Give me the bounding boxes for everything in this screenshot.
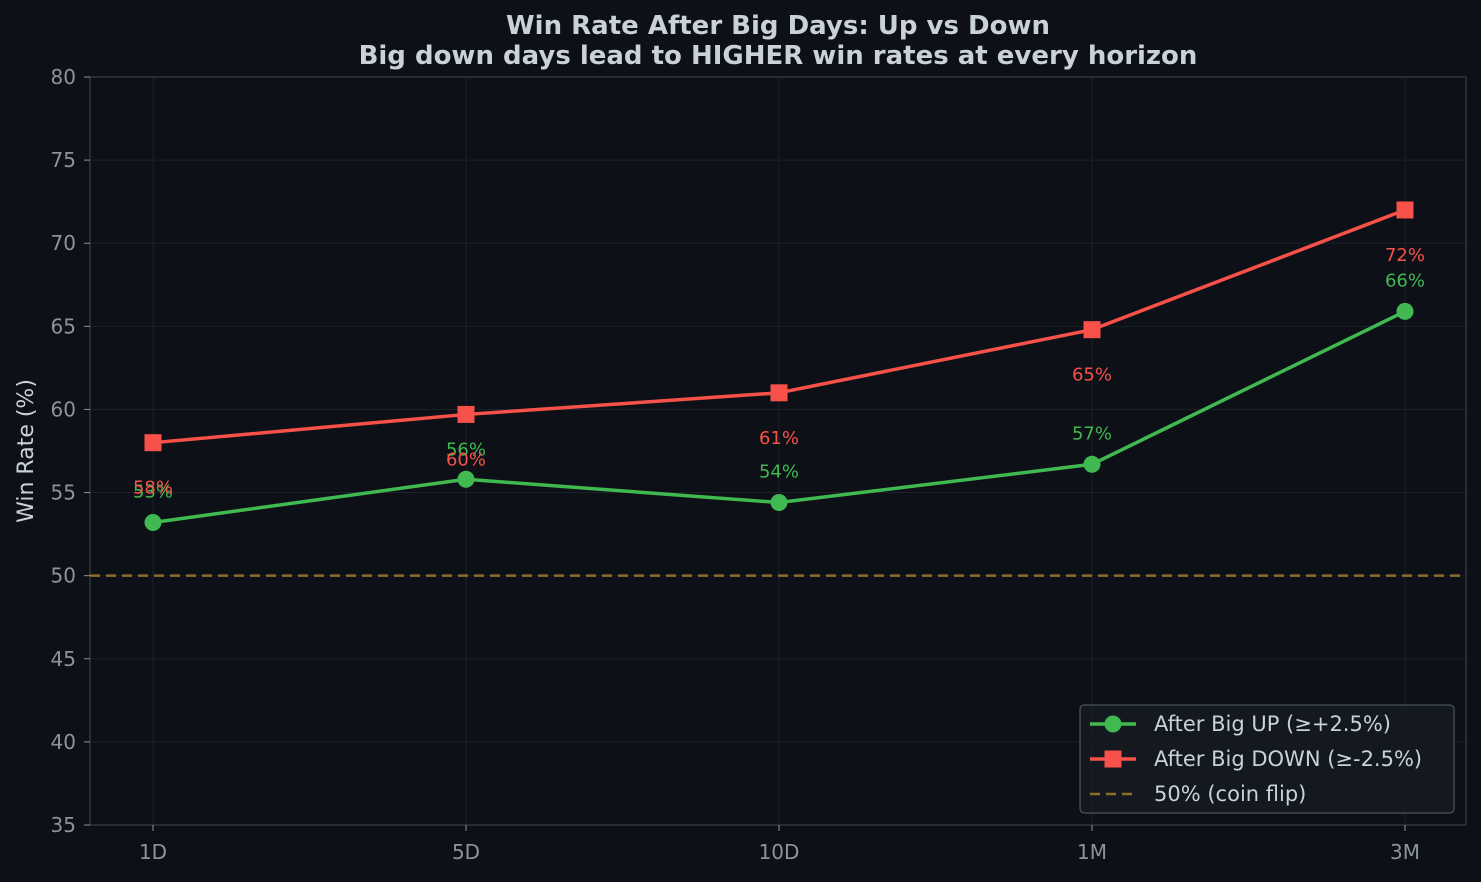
data-label: 53% — [133, 481, 173, 502]
data-label: 61% — [759, 428, 799, 449]
data-point — [144, 513, 162, 531]
series-down — [144, 201, 1414, 452]
legend-item: 50% (coin flip) — [1090, 782, 1306, 806]
data-point — [770, 384, 788, 402]
legend-item: After Big UP (≥+2.5%) — [1090, 712, 1391, 736]
chart-subtitle: Big down days lead to HIGHER win rates a… — [359, 41, 1198, 71]
plot-area — [90, 77, 1466, 825]
y-tick-label: 40 — [51, 730, 76, 754]
legend-marker — [1104, 750, 1122, 768]
chart-title: Win Rate After Big Days: Up vs Down — [506, 11, 1050, 41]
legend-label: After Big DOWN (≥-2.5%) — [1154, 747, 1422, 771]
y-tick-label: 75 — [51, 148, 76, 172]
data-point — [1083, 455, 1101, 473]
data-label: 72% — [1385, 245, 1425, 266]
data-label: 57% — [1072, 423, 1112, 444]
data-point — [144, 434, 162, 452]
data-point — [1396, 302, 1414, 320]
y-tick-label: 65 — [51, 314, 76, 338]
data-point — [457, 470, 475, 488]
y-tick-label: 80 — [51, 65, 76, 89]
y-tick-label: 35 — [51, 813, 76, 837]
data-label: 60% — [446, 449, 486, 470]
data-labels-down: 58% 60% 61% 65% 72% — [133, 245, 1425, 499]
y-tick-label: 60 — [51, 397, 76, 421]
data-point — [1083, 321, 1101, 339]
y-tick-label: 45 — [51, 647, 76, 671]
data-label: 54% — [759, 462, 799, 483]
x-tick-label: 5D — [452, 840, 480, 864]
y-axis-label: Win Rate (%) — [14, 379, 39, 523]
y-axis: 35 40 45 50 55 60 65 70 75 80 — [51, 65, 90, 837]
x-axis: 1D 5D 10D 1M 3M — [139, 825, 1420, 864]
x-tick-label: 1D — [139, 840, 167, 864]
legend-box — [1079, 704, 1455, 814]
axes-frame — [89, 76, 1467, 826]
legend-item: After Big DOWN (≥-2.5%) — [1090, 747, 1422, 771]
data-point — [457, 405, 475, 423]
x-tick-label: 1M — [1077, 840, 1107, 864]
series-up — [144, 302, 1414, 531]
legend-label: 50% (coin flip) — [1154, 782, 1306, 806]
y-tick-label: 70 — [51, 231, 76, 255]
y-tick-label: 55 — [51, 481, 76, 505]
data-labels-up: 53% 56% 54% 57% 66% — [133, 270, 1425, 502]
legend-marker — [1104, 715, 1122, 733]
data-label: 56% — [446, 439, 486, 460]
x-tick-label: 3M — [1390, 840, 1420, 864]
y-tick-label: 50 — [51, 564, 76, 588]
legend: After Big UP (≥+2.5%) After Big DOWN (≥-2… — [1079, 704, 1455, 814]
legend-label: After Big UP (≥+2.5%) — [1154, 712, 1391, 736]
data-label: 58% — [133, 478, 173, 499]
x-tick-label: 10D — [759, 840, 800, 864]
data-label: 66% — [1385, 270, 1425, 291]
data-label: 65% — [1072, 365, 1112, 386]
data-point — [1396, 201, 1414, 219]
data-point — [770, 494, 788, 512]
